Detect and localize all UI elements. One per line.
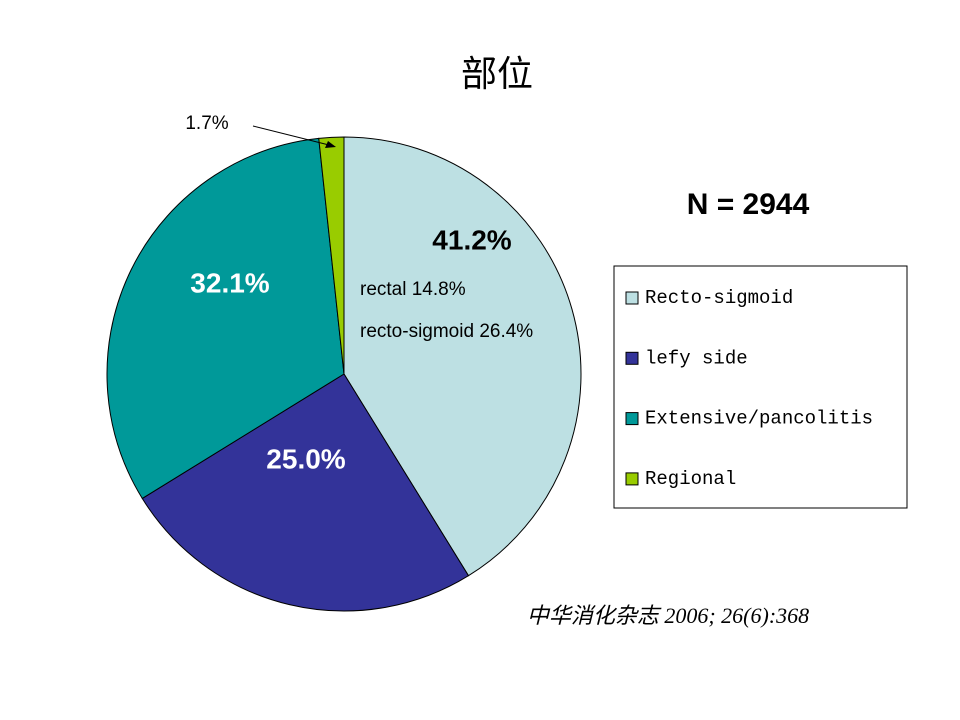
citation: 中华消化杂志 2006; 26(6):368: [527, 603, 809, 628]
data-label: 25.0%: [266, 443, 345, 474]
data-label: 1.7%: [185, 113, 228, 134]
legend-label: lefy side: [645, 347, 748, 369]
arrow-head: [325, 141, 336, 148]
leader-line: [252, 125, 334, 147]
pie-slice: [106, 137, 345, 500]
legend-box: [613, 265, 908, 509]
sample-size: N = 2944: [687, 188, 810, 221]
legend-swatch: [625, 351, 639, 365]
legend-label: Recto-sigmoid: [645, 287, 793, 309]
data-label: 32.1%: [190, 267, 269, 298]
annotation: rectal 14.8%: [360, 279, 466, 300]
pie-slice: [318, 136, 345, 375]
data-label: 41.2%: [432, 224, 511, 255]
pie-slice: [343, 136, 582, 577]
legend-label: Extensive/pancolitis: [645, 408, 873, 430]
legend-swatch: [625, 472, 639, 486]
pie-slice: [141, 373, 470, 612]
legend-swatch: [625, 412, 639, 426]
legend-swatch: [625, 291, 639, 305]
legend-label: Regional: [645, 468, 736, 490]
annotation: recto-sigmoid 26.4%: [360, 321, 533, 342]
chart-title: 部位: [461, 54, 533, 95]
